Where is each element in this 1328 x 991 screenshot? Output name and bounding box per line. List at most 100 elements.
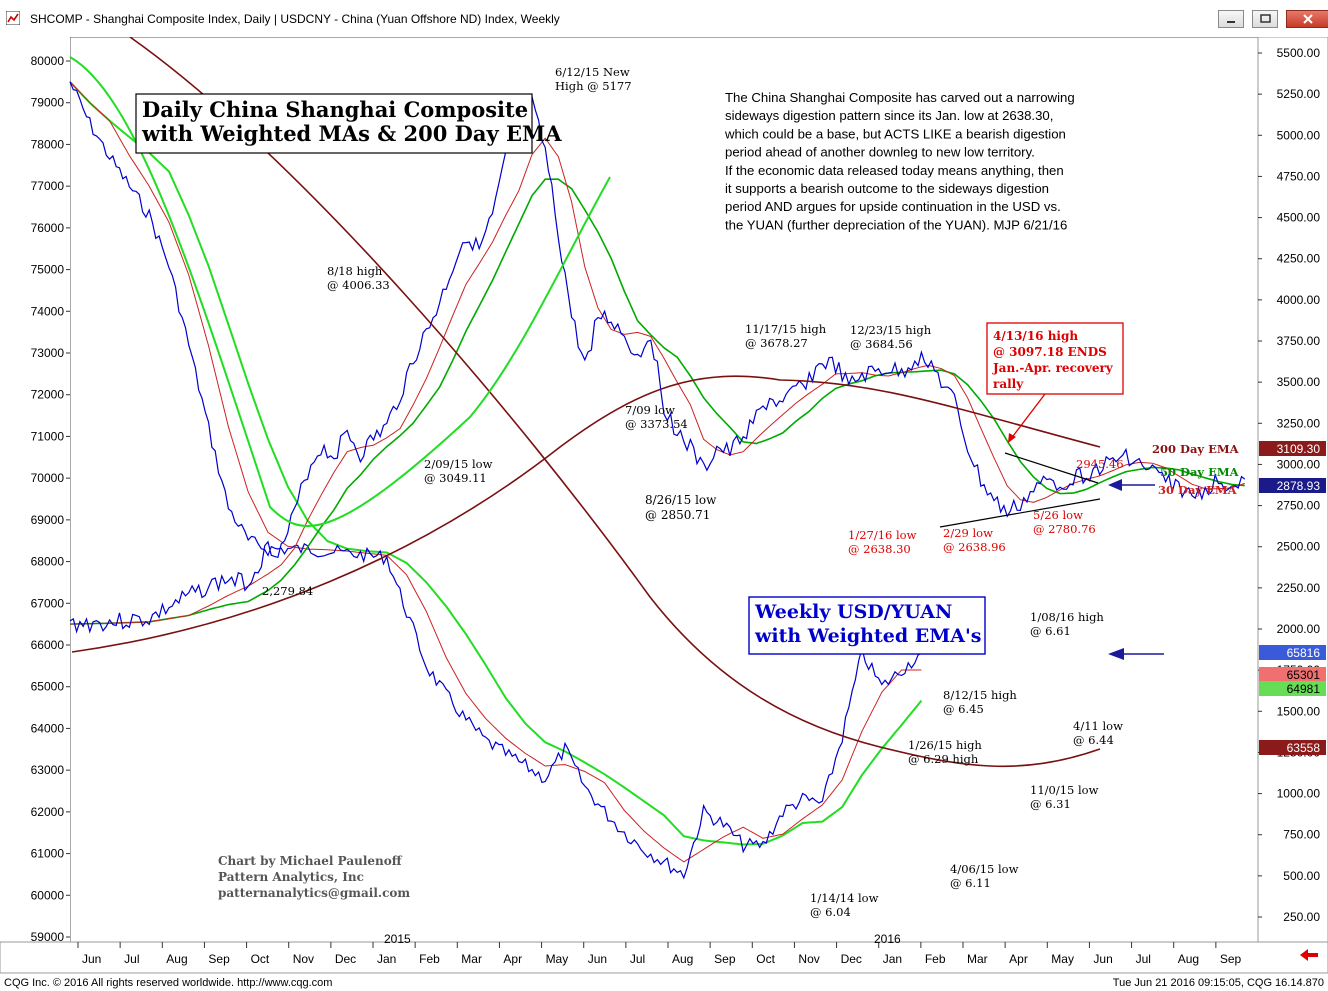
annotation-label: 2/09/15 low @ 3049.11 <box>424 457 493 485</box>
scroll-arrow-icon <box>1300 949 1318 961</box>
annotation-label-line: 1/26/15 high <box>908 738 982 752</box>
annotation-label-line: 50 Day EMA <box>1160 465 1240 479</box>
annotation-label: 7/09 low @ 3373.54 <box>625 403 688 431</box>
annotation-label: 50 Day EMA <box>1160 465 1240 479</box>
annotation-label-line: 11/17/15 high <box>745 322 827 336</box>
right-tick-label: 4250.00 <box>1277 252 1321 266</box>
shanghai-title-box <box>135 93 533 154</box>
shanghai-title: Daily China Shanghai Composite with Weigh… <box>141 97 562 146</box>
month-tick-label: Sep <box>1220 952 1242 966</box>
annotation-label: 5/26 low @ 2780.76 <box>1033 508 1096 536</box>
left-tick-label: 76000 <box>31 221 65 235</box>
left-tick-label: 72000 <box>31 388 65 402</box>
commentary-text-line: sideways digestion pattern since its Jan… <box>725 108 1053 123</box>
right-tick-label: 2000.00 <box>1277 622 1321 636</box>
right-tick-label: 2500.00 <box>1277 540 1321 554</box>
close-button[interactable] <box>1286 10 1328 28</box>
plot-area <box>69 37 1259 943</box>
commentary-text-line: period AND argues for upside continuatio… <box>725 199 1061 214</box>
close-icon <box>1303 14 1313 24</box>
price-tag-label: 3109.30 <box>1277 442 1321 456</box>
annotation-label: 2/29 low @ 2638.96 <box>943 526 1006 554</box>
annotation-label: 30 Day EMA <box>1158 483 1238 497</box>
commentary-text-line: it supports a bearish outcome to the sid… <box>725 181 1049 196</box>
price-tag <box>1259 681 1326 696</box>
month-tick-label: May <box>546 952 569 966</box>
annotation-label: 6/12/15 New High @ 5177 <box>555 65 632 93</box>
annotation-label-line: High @ 5177 <box>555 79 632 93</box>
annotation-label-line: Pattern Analytics, Inc <box>218 870 364 884</box>
annotation-label-line: 5/26 low <box>1033 508 1083 522</box>
right-tick-label: 5500.00 <box>1277 46 1321 60</box>
usdyuan-title: Weekly USD/YUAN with Weighted EMA's <box>754 601 982 647</box>
right-tick-label: 3250.00 <box>1277 416 1321 430</box>
month-tick-label: Feb <box>925 952 946 966</box>
left-tick-label: 65000 <box>31 680 65 694</box>
right-tick-label: 5000.00 <box>1277 128 1321 142</box>
year-label: 2016 <box>874 932 901 946</box>
month-tick-label: Jul <box>630 952 645 966</box>
annotation-label-line: 8/18 high <box>327 264 383 278</box>
price-tag-label: 65301 <box>1287 668 1321 682</box>
right-tick-label: 4750.00 <box>1277 169 1321 183</box>
chart-canvas[interactable]: 59000 60000 61000 62000 63000 64000 65000 66000… <box>0 37 1328 973</box>
month-tick-label: Nov <box>798 952 819 966</box>
axes-labels: 59000 60000 61000 62000 63000 64000 65000 66000… <box>31 46 1321 966</box>
annotation-label-line: 1/14/14 low <box>810 891 879 905</box>
annotation-label: 1/14/14 low @ 6.04 <box>810 891 879 919</box>
commentary-text: The China Shanghai Composite has carved … <box>724 90 1075 232</box>
maximize-button[interactable] <box>1252 10 1278 28</box>
annotations-layer: Daily China Shanghai Composite with Weigh… <box>135 65 1326 919</box>
right-tick-label: 3500.00 <box>1277 375 1321 389</box>
annotation-label-line: 2/29 low <box>943 526 993 540</box>
annotation-label-line: 7/09 low <box>625 403 675 417</box>
left-tick-label: 74000 <box>31 304 65 318</box>
shanghai-title-line: Daily China Shanghai Composite <box>142 97 528 122</box>
callout-text-line: 4/13/16 high <box>993 329 1078 343</box>
usdcny-slow-ema-line <box>69 81 923 846</box>
right-tick-label: 250.00 <box>1283 910 1320 924</box>
annotation-label-line: 11/0/15 low <box>1030 783 1099 797</box>
annotation-label: 8/12/15 high @ 6.45 <box>943 688 1017 716</box>
annotation-label-line: @ 3373.54 <box>625 417 688 431</box>
month-tick-label: Oct <box>251 952 270 966</box>
year-label: 2015 <box>384 932 411 946</box>
lower-trendline <box>939 498 1101 528</box>
annotation-label: 1/26/15 high @ 6.29 high <box>908 738 982 766</box>
month-tick-label: Feb <box>419 952 440 966</box>
annotation-label-line: 1/27/16 low <box>848 528 917 542</box>
right-tick-label: 4000.00 <box>1277 293 1321 307</box>
annotation-label: 4/11 low @ 6.44 <box>1073 719 1123 747</box>
title-bar: SHCOMP - Shanghai Composite Index, Daily… <box>0 0 1328 38</box>
status-footer: CQG Inc. © 2016 All rights reserved worl… <box>0 973 1328 991</box>
left-tick-label: 60000 <box>31 888 65 902</box>
month-tick-label: Jul <box>124 952 139 966</box>
annotation-label: 8/26/15 low @ 2850.71 <box>645 493 717 522</box>
minimize-button[interactable] <box>1218 10 1244 28</box>
usdcny-long-ema-line <box>129 37 1101 768</box>
left-tick-label: 78000 <box>31 137 65 151</box>
price-tag <box>1259 645 1326 660</box>
annotation-label-line: @ 2638.30 <box>848 542 911 556</box>
left-tick-label: 71000 <box>31 429 65 443</box>
annotation-label-line: @ 3049.11 <box>424 471 487 485</box>
left-tick-label: 67000 <box>31 596 65 610</box>
right-tick-label: 750.00 <box>1283 828 1320 842</box>
left-tick-label: 80000 <box>31 54 65 68</box>
annotation-label-line: 1/08/16 high <box>1030 610 1104 624</box>
price-tag <box>1259 441 1326 456</box>
annotation-label-line: @ 2780.76 <box>1033 522 1096 536</box>
right-tick-label: 2250.00 <box>1277 581 1321 595</box>
annotation-label-line: 2945.46 <box>1076 457 1124 471</box>
annotation-label: Chart by Michael Paulenoff Pattern Analyt… <box>218 854 410 900</box>
shcomp-200day-ema-line <box>71 375 1101 653</box>
commentary-text-line: The China Shanghai Composite has carved … <box>725 90 1075 105</box>
maximize-icon <box>1260 14 1271 23</box>
month-tick-label: Jun <box>1093 952 1112 966</box>
annotation-label-line: @ 4006.33 <box>327 278 390 292</box>
callout-text-line: rally <box>993 377 1024 391</box>
month-tick-label: Aug <box>1178 952 1199 966</box>
month-tick-label: Jan <box>883 952 902 966</box>
annotation-label-line: @ 6.04 <box>810 905 851 919</box>
right-tick-label: 500.00 <box>1283 869 1320 883</box>
